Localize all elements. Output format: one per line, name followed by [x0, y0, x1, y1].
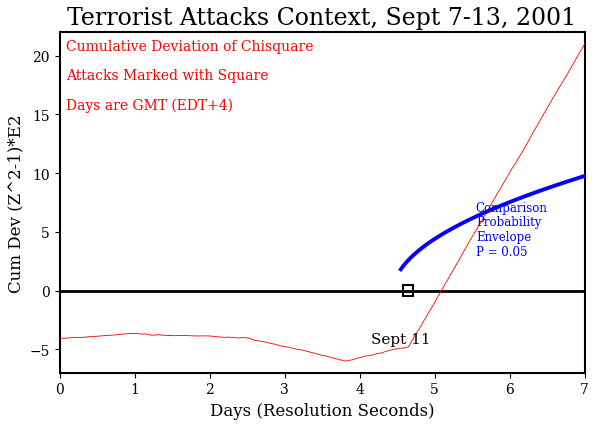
X-axis label: Days (Resolution Seconds): Days (Resolution Seconds) — [210, 402, 434, 419]
Text: Probability: Probability — [476, 216, 541, 229]
Text: P = 0.05: P = 0.05 — [476, 245, 527, 258]
Text: Sept 11: Sept 11 — [371, 333, 430, 347]
Title: Terrorist Attacks Context, Sept 7-13, 2001: Terrorist Attacks Context, Sept 7-13, 20… — [67, 7, 577, 30]
Text: Comparison: Comparison — [476, 201, 548, 214]
Text: Envelope: Envelope — [476, 230, 531, 244]
Text: Attacks Marked with Square: Attacks Marked with Square — [66, 69, 268, 83]
Text: Cumulative Deviation of Chisquare: Cumulative Deviation of Chisquare — [66, 40, 313, 54]
Y-axis label: Cum Dev (Z^2-1)*E2: Cum Dev (Z^2-1)*E2 — [7, 114, 24, 292]
Text: Days are GMT (EDT+4): Days are GMT (EDT+4) — [66, 98, 232, 112]
Bar — [403, 285, 413, 297]
